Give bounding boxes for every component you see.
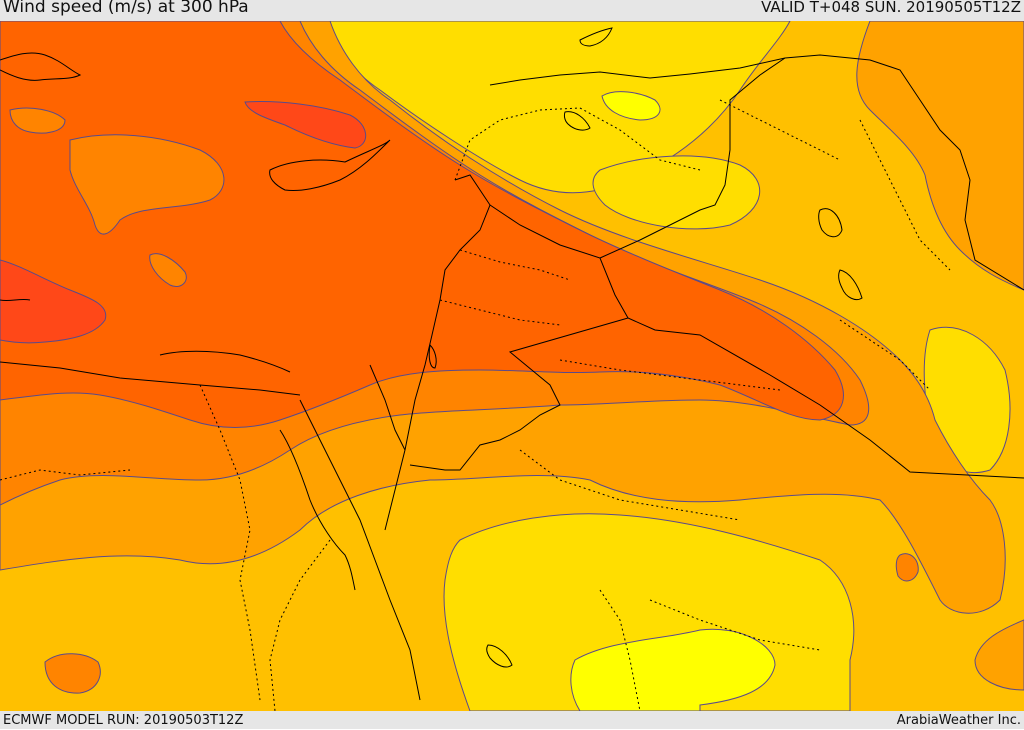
- wind-speed-map[interactable]: [0, 21, 1024, 711]
- valid-time: VALID T+048 SUN. 20190505T12Z: [761, 0, 1021, 16]
- map-header: Wind speed (m/s) at 300 hPa VALID T+048 …: [0, 0, 1024, 21]
- band-orange-ne: [856, 21, 1024, 291]
- band-max-west: [0, 259, 107, 344]
- band-orange-east: [974, 619, 1024, 691]
- band-east-deep: [895, 553, 919, 582]
- band-core: [0, 21, 844, 428]
- coastlines: [0, 27, 863, 668]
- band-core-inclusion-1: [69, 134, 225, 235]
- admin-borders: [0, 99, 951, 711]
- band-core-inclusion-2: [149, 253, 187, 287]
- model-run: ECMWF MODEL RUN: 20190503T12Z: [3, 713, 244, 728]
- map-canvas: [0, 21, 1024, 711]
- map-title: Wind speed (m/s) at 300 hPa: [3, 0, 249, 17]
- map-footer: ECMWF MODEL RUN: 20190503T12Z ArabiaWeat…: [0, 711, 1024, 729]
- band-max-north: [244, 101, 367, 149]
- band-north-light: [329, 21, 791, 194]
- brand-credit: ArabiaWeather Inc.: [896, 713, 1021, 728]
- band-south-bright: [570, 628, 776, 711]
- band-ne-bright: [601, 91, 661, 121]
- band-ne-light-2: [592, 155, 761, 230]
- band-core-inclusion-3: [9, 107, 66, 134]
- band-sw-orange: [44, 653, 101, 694]
